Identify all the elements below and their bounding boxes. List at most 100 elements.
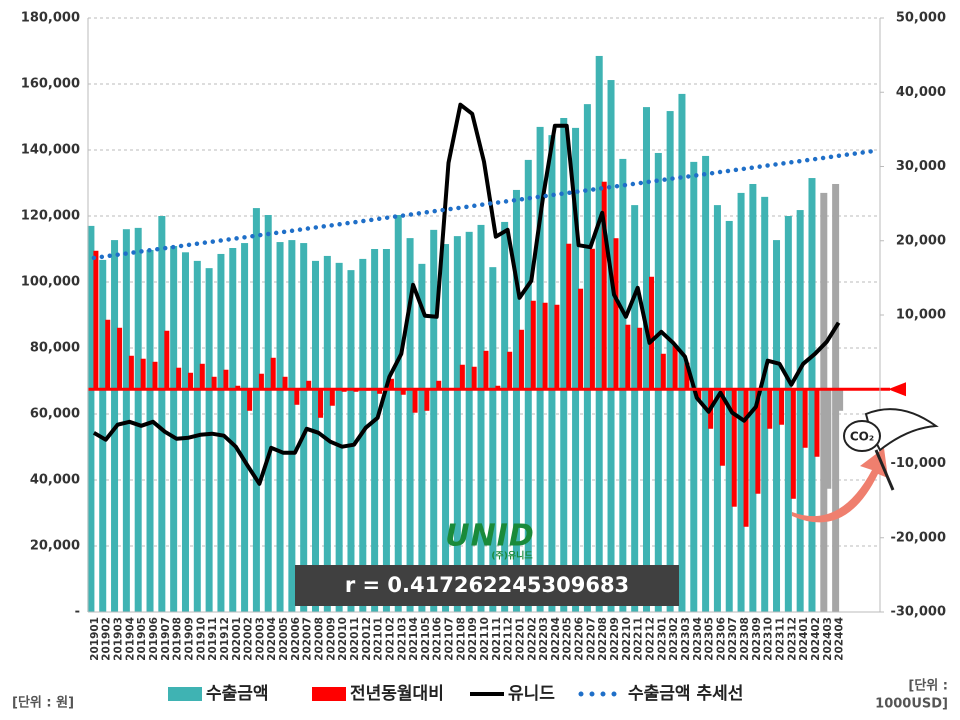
x-tick-label: 202201 — [514, 617, 526, 661]
bar — [737, 192, 745, 612]
x-tick-label: 202106 — [432, 617, 444, 661]
bar — [731, 389, 737, 507]
x-tick-label: 202007 — [302, 617, 314, 661]
x-tick-label: 201902 — [101, 617, 113, 661]
x-tick-label: 202402 — [810, 617, 822, 661]
legend-label: 수출금액 추세선 — [628, 684, 743, 704]
bar — [247, 389, 253, 411]
bar — [93, 250, 99, 390]
legend-label: 전년동월대비 — [350, 684, 444, 704]
y2-tick-label: 30,000 — [896, 159, 946, 174]
bar — [176, 367, 182, 390]
bar — [507, 351, 513, 390]
bar — [87, 225, 95, 612]
legend-swatch — [312, 687, 346, 701]
arrow-icon — [792, 448, 888, 523]
bar — [318, 389, 324, 418]
bar — [377, 389, 383, 394]
bar — [826, 389, 832, 489]
bar — [258, 373, 264, 390]
bar — [211, 376, 217, 390]
unit-left: [단위 : 원] — [12, 695, 74, 711]
x-tick-label: 202302 — [668, 617, 680, 661]
bar — [696, 389, 702, 401]
bar — [767, 389, 773, 429]
x-tick-label: 201903 — [113, 617, 125, 661]
bar — [542, 302, 548, 390]
legend-swatch — [168, 687, 202, 701]
x-tick-label: 202108 — [455, 617, 467, 661]
bar — [749, 183, 757, 613]
x-tick-label: 202202 — [526, 617, 538, 661]
y-tick-label: 140,000 — [21, 143, 80, 158]
x-tick-label: 201901 — [89, 617, 101, 661]
bar — [838, 389, 844, 411]
bar — [648, 276, 654, 390]
y2-tick-label: 50,000 — [896, 11, 946, 26]
bar — [607, 80, 615, 613]
x-tick-label: 202210 — [621, 617, 633, 661]
bar — [406, 238, 414, 613]
cloud-icon — [843, 420, 881, 452]
y-tick-label: 180,000 — [21, 11, 80, 26]
bar — [477, 224, 485, 612]
x-tick-label: 202008 — [314, 617, 326, 661]
flag-pole — [874, 449, 895, 491]
x-tick-label: 202208 — [597, 617, 609, 661]
bar — [140, 358, 146, 390]
bar — [306, 380, 312, 390]
x-tick-label: 202205 — [562, 617, 574, 661]
bar — [323, 255, 331, 612]
y-tick-label: 100,000 — [21, 275, 80, 290]
bar — [241, 243, 249, 612]
x-tick-label: 202011 — [349, 617, 361, 661]
bar — [276, 242, 284, 612]
bar — [235, 385, 241, 390]
x-tick-label: 202309 — [751, 617, 763, 661]
x-tick-label: 202101 — [373, 617, 385, 661]
x-tick-label: 202105 — [420, 617, 432, 661]
zero-pointer — [888, 382, 906, 397]
bar — [199, 363, 205, 390]
bar — [536, 126, 544, 613]
bar — [560, 117, 568, 613]
x-tick-label: 201907 — [160, 617, 172, 661]
x-tick-label: 202010 — [337, 617, 349, 661]
bar — [164, 330, 170, 390]
x-tick-label: 202003 — [254, 617, 266, 661]
bar — [294, 389, 300, 405]
bar — [595, 55, 603, 612]
bar — [518, 329, 524, 390]
y-tick-label: 60,000 — [30, 407, 80, 422]
x-tick-label: 202009 — [325, 617, 337, 661]
bar — [465, 231, 473, 612]
bar — [743, 389, 749, 527]
bar — [312, 260, 320, 612]
x-tick-label: 202107 — [444, 617, 456, 661]
x-tick-label: 202401 — [798, 617, 810, 661]
x-tick-label: 202005 — [278, 617, 290, 661]
x-tick-label: 202305 — [704, 617, 716, 661]
icon-text: CO₂ — [850, 430, 874, 444]
bar — [501, 221, 509, 612]
x-tick-label: 202004 — [266, 617, 278, 661]
bar — [158, 216, 166, 612]
bar — [223, 369, 229, 390]
x-tick-label: 202212 — [644, 617, 656, 661]
bar — [524, 159, 532, 612]
x-tick-label: 202303 — [680, 617, 692, 661]
bar — [802, 389, 808, 448]
bar — [625, 324, 631, 390]
bar — [666, 111, 674, 612]
bar — [424, 389, 430, 411]
y2-tick-label: 40,000 — [896, 85, 946, 100]
bar — [672, 345, 678, 390]
y-tick-label: 80,000 — [30, 341, 80, 356]
bar — [495, 385, 501, 390]
x-tick-label: 202301 — [656, 617, 668, 661]
x-tick-label: 201911 — [207, 617, 219, 661]
bar — [270, 357, 276, 390]
bar — [170, 246, 178, 612]
bar — [613, 238, 619, 390]
